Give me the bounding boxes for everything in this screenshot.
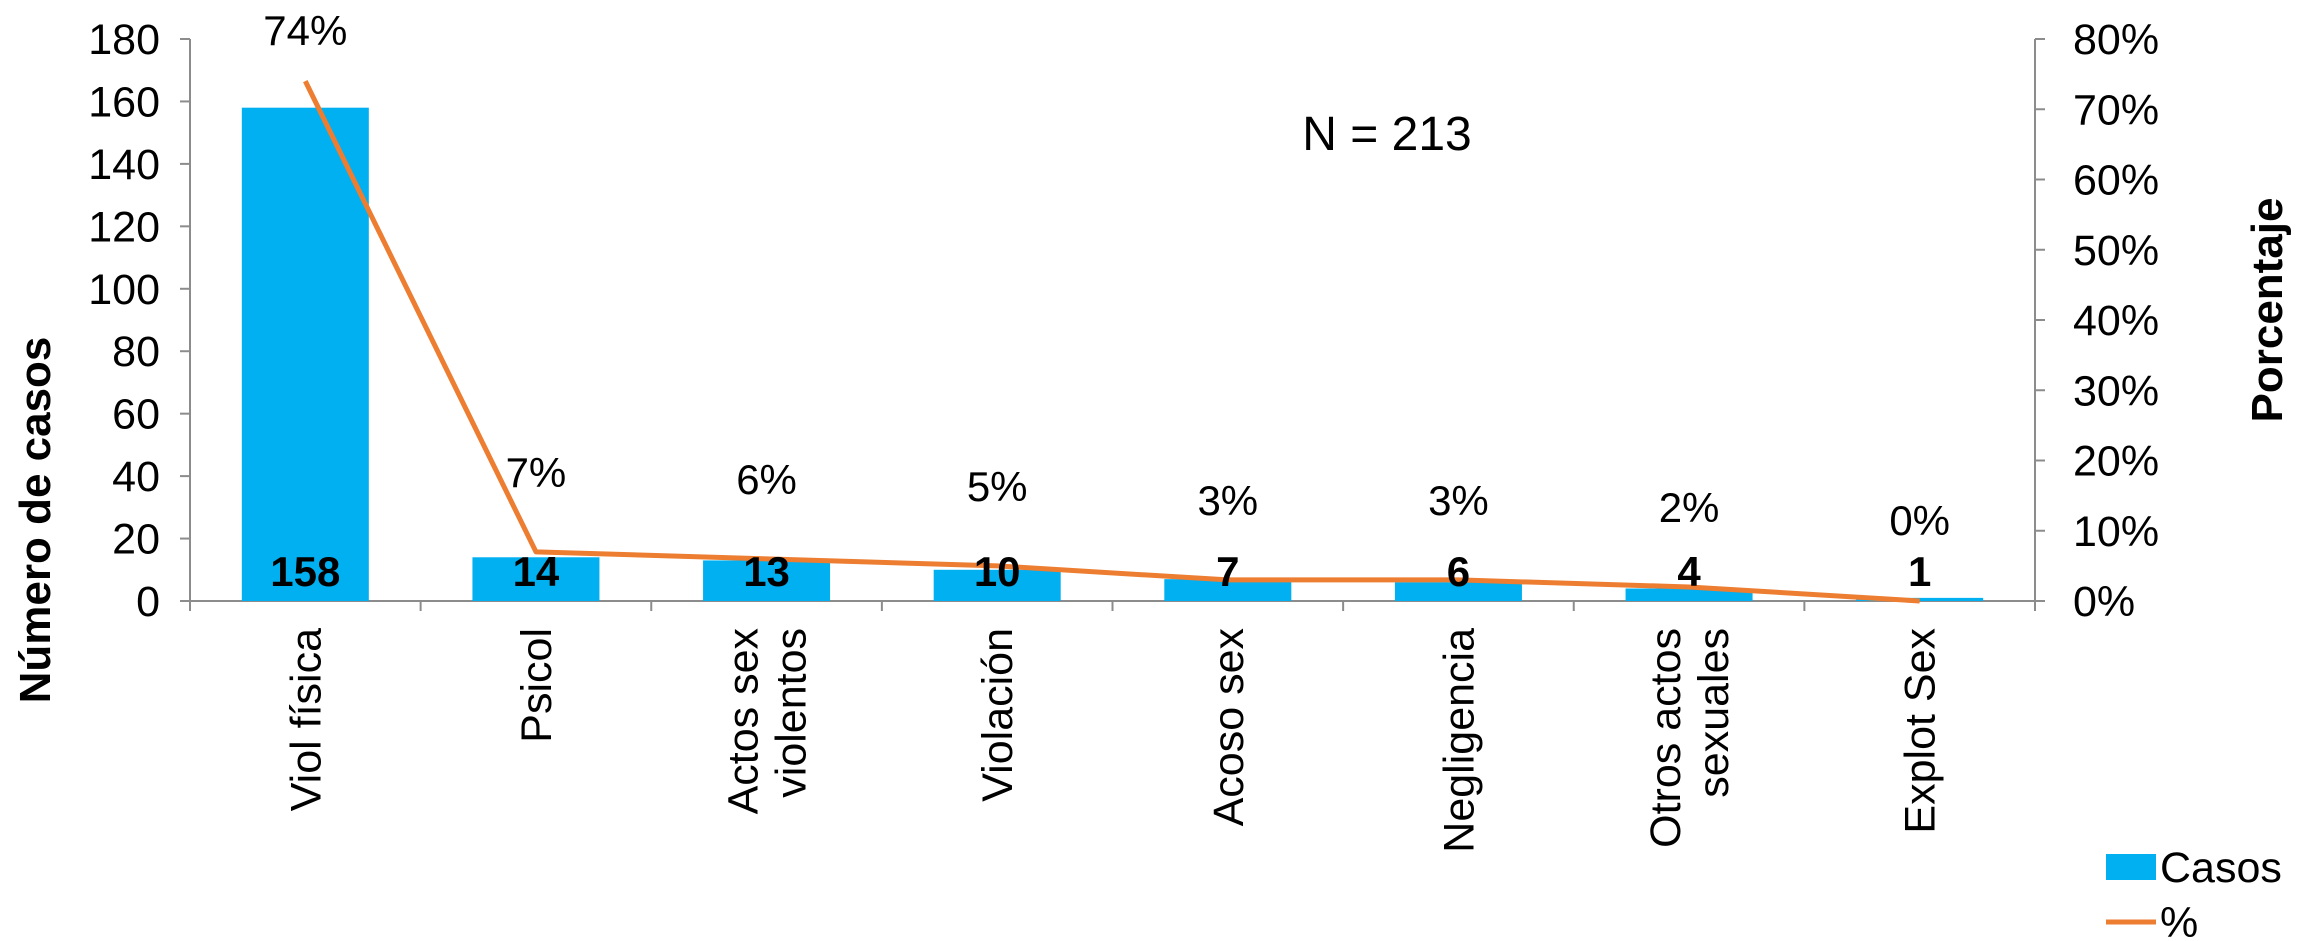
category-label-line: Violación [974, 628, 1022, 802]
bar-casos [933, 569, 1061, 601]
category-label-line: Viol física [282, 628, 330, 811]
percent-value-label: 3% [1428, 477, 1489, 524]
y-tick-label: 160 [88, 78, 160, 126]
y2-tick-label: 80% [2073, 16, 2159, 64]
bar-casos [703, 560, 831, 601]
bar-casos [472, 557, 600, 601]
y-tick-label: 100 [88, 266, 160, 314]
category-label: Psicol [513, 628, 561, 743]
data-labels: 158 14 13 10 7 6 4 1 74% 7% 6% 5% 3% 3% 2% 0% [263, 7, 1950, 595]
bar-casos [1164, 579, 1292, 601]
y-tick-label: 0 [136, 578, 160, 626]
y-axis-title: Número de casos [11, 337, 60, 704]
category-label-line: Otros actos [1642, 628, 1690, 848]
category-label: Actos sex violentos [720, 628, 816, 815]
category-label-line: Psicol [513, 628, 561, 743]
bar-casos [1394, 582, 1522, 601]
y-tick-label: 120 [88, 203, 160, 251]
category-label: Violación [974, 628, 1022, 802]
category-label-line: Actos sex [720, 628, 768, 815]
y-tick-label: 180 [88, 16, 160, 64]
axes [180, 38, 2045, 611]
y2-tick-label: 50% [2073, 227, 2159, 275]
bar-value-label: 10 [974, 548, 1021, 595]
category-label-line: Negligencia [1435, 628, 1483, 853]
category-label: Negligencia [1435, 628, 1483, 853]
y-tick-label: 140 [88, 141, 160, 189]
y2-tick-label: 60% [2073, 157, 2159, 205]
bar-value-label: 13 [743, 548, 790, 595]
line-percent [303, 80, 1920, 604]
y-tick-label: 60 [112, 391, 160, 439]
category-label-line: Acoso sex [1205, 628, 1253, 827]
legend: Casos % [2106, 844, 2282, 941]
y2-axis-title: Porcentaje [2243, 198, 2292, 423]
bar-value-label: 7 [1216, 548, 1239, 595]
category-label: Viol física [282, 628, 330, 811]
category-label-line: violentos [768, 628, 816, 798]
legend-swatch-casos [2106, 854, 2156, 880]
legend-label-casos: Casos [2160, 844, 2282, 892]
y-tick-label: 40 [112, 453, 160, 501]
category-label: Acoso sex [1205, 628, 1253, 827]
y-tick-label: 80 [112, 328, 160, 376]
bar-series [241, 107, 1984, 601]
y2-tick-label: 0% [2073, 578, 2135, 626]
n-annotation: N = 213 [1302, 108, 1471, 161]
y2-tick-label: 20% [2073, 438, 2159, 486]
bar-value-label: 4 [1677, 548, 1701, 595]
bar-value-label: 1 [1908, 548, 1931, 595]
percent-value-label: 7% [506, 449, 567, 496]
y2-tick-label: 70% [2073, 86, 2159, 134]
bar-casos [241, 107, 369, 601]
y2-tick-label: 10% [2073, 508, 2159, 556]
category-labels: Viol física Psicol Actos sex violentos Viola… [282, 628, 1944, 853]
category-label: Otros actos sexuales [1642, 628, 1738, 848]
percent-value-label: 0% [1889, 497, 1950, 544]
tick-labels: 0204060801001201401601800%10%20%30%40%50… [88, 16, 2159, 626]
y-tick-label: 20 [112, 516, 160, 564]
category-label-line: sexuales [1690, 628, 1738, 798]
bar-casos [1625, 588, 1753, 601]
y2-tick-label: 30% [2073, 367, 2159, 415]
category-label-line: Explot Sex [1897, 628, 1945, 834]
percent-value-label: 6% [736, 456, 797, 503]
percent-line-series [303, 80, 1920, 604]
percent-value-label: 5% [967, 463, 1028, 510]
category-label: Explot Sex [1897, 628, 1945, 834]
bar-value-label: 158 [270, 548, 340, 595]
bar-value-label: 14 [513, 548, 560, 595]
y2-tick-label: 40% [2073, 297, 2159, 345]
percent-value-label: 2% [1659, 484, 1720, 531]
bar-value-label: 6 [1447, 548, 1470, 595]
legend-label-percent: % [2160, 899, 2198, 941]
percent-value-label: 74% [263, 7, 347, 54]
percent-value-label: 3% [1197, 477, 1258, 524]
